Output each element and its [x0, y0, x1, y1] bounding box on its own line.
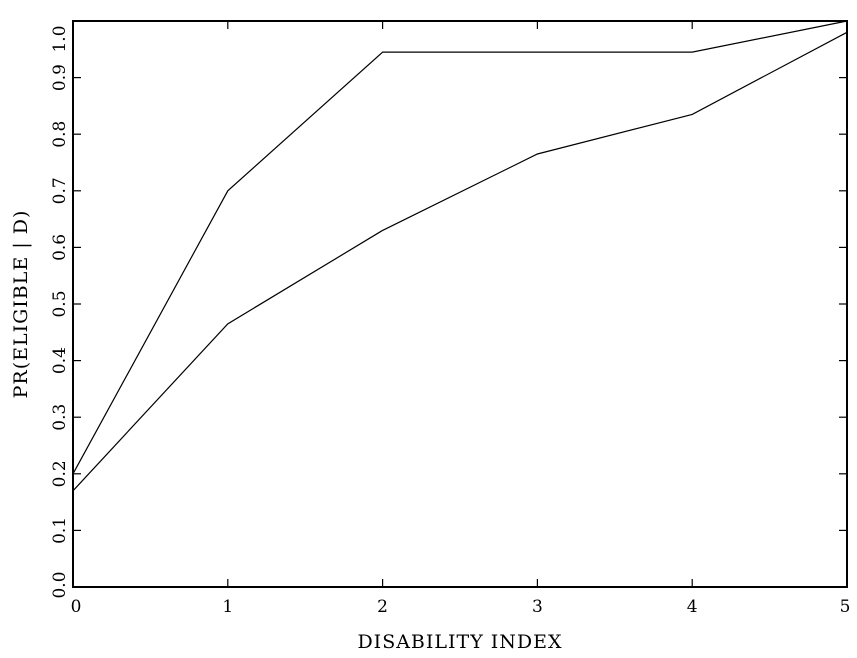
- y-tick-label: 0.9: [50, 64, 70, 91]
- x-axis-title: DISABILITY INDEX: [357, 631, 562, 653]
- y-tick-label: 0.2: [50, 460, 70, 487]
- y-tick-label: 0.7: [50, 177, 70, 204]
- series-line-2: [72, 31, 848, 492]
- series-line-1: [72, 20, 848, 475]
- y-tick-label: 0.0: [50, 571, 70, 598]
- plot-frame: [72, 20, 848, 588]
- x-tick-label: 5: [840, 597, 851, 617]
- x-tick-label: 2: [377, 597, 388, 617]
- x-tick-label: 3: [532, 597, 543, 617]
- x-tick-labels: 0 1 2 3 4 5: [71, 597, 851, 617]
- x-tick-label: 4: [687, 597, 698, 617]
- y-tick-label: 0.5: [50, 290, 70, 317]
- y-axis-title: PR(ELIGIBLE | D): [10, 210, 32, 399]
- y-tick-label: 0.6: [50, 234, 70, 261]
- y-tick-label: 0.8: [50, 121, 70, 148]
- y-tick-label: 1.0: [50, 25, 70, 52]
- y-tick-labels: 0.0 0.1 0.2 0.3 0.4 0.5 0.6 0.7 0.8 0.9 1.0: [50, 25, 70, 598]
- y-tick-label: 0.3: [50, 404, 70, 431]
- x-tick-label: 1: [222, 597, 233, 617]
- y-tick-label: 0.1: [50, 517, 70, 544]
- x-tick-label: 0: [71, 597, 82, 617]
- ticks: [72, 20, 848, 588]
- y-tick-label: 0.4: [50, 347, 70, 374]
- series-lines: [72, 20, 848, 492]
